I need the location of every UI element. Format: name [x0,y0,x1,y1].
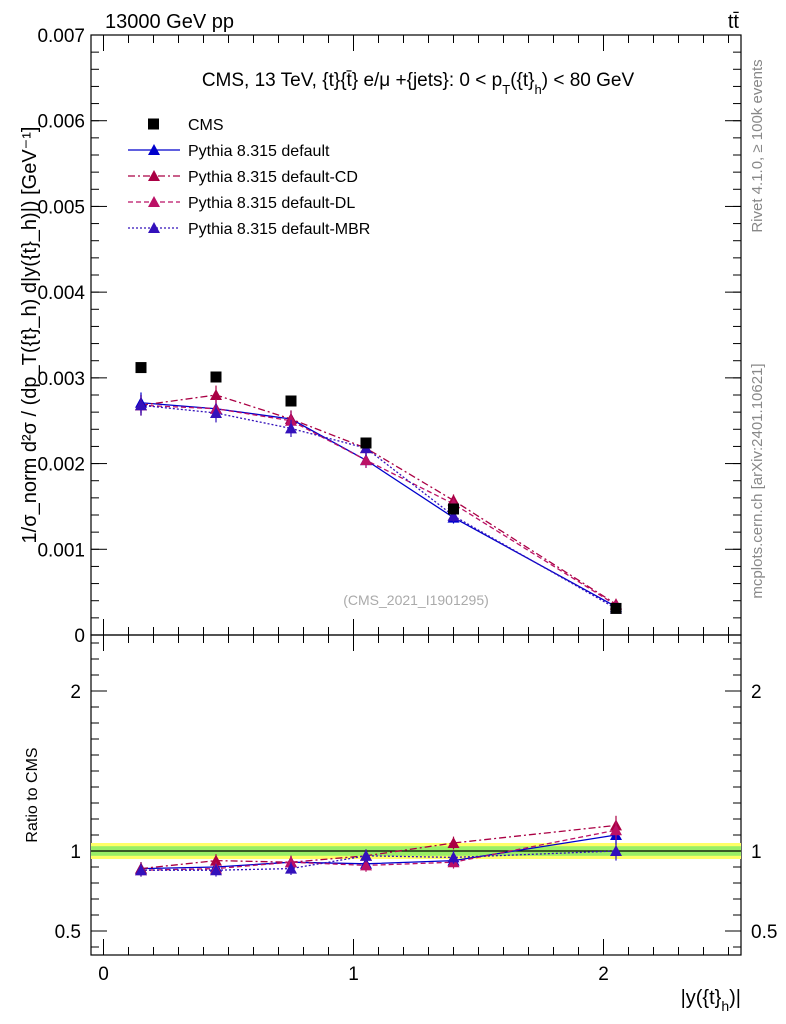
xlabel-sub: h [721,998,729,1014]
xlabel-part: |y({t} [681,987,722,1009]
ratio-y-tick-label-right: 1 [751,842,762,863]
legend-entry: Pythia 8.315 default-MBR [188,221,370,238]
series-marker-4 [210,407,222,418]
data-marker [610,602,622,614]
legend-marker [148,144,160,155]
ratio-marker-1 [210,854,222,866]
rivet-label: Rivet 4.1.0, ≥ 100k events [749,59,766,232]
analysis-watermark: (CMS_2021_I1901295) [343,592,489,608]
x-axis-label: |y({t}h)| [681,987,741,1014]
title-part: ) < 80 GeV [542,70,635,91]
series-marker-2 [210,389,222,400]
x-tick-label: 1 [348,964,359,985]
ratio-ylabel: Ratio to CMS [24,747,41,842]
series-line-2 [140,394,617,605]
series-marker-4 [135,399,147,411]
y-tick-label: 0 [74,626,85,647]
plot-title: CMS, 13 TeV, {t}{t̄} e/μ +{jets}: 0 < pT… [202,70,635,97]
data-marker [448,503,459,515]
main-y-axis-label: 1/σ_norm d²σ / (dp_T({t}_h) d|y({t}_h)|)… [19,127,41,544]
x-tick-label: 0 [98,964,109,985]
legend-marker [148,170,160,181]
legend-entry: Pythia 8.315 default [188,143,330,160]
main-series-lines [140,394,617,609]
ratio-line-3 [141,850,617,871]
ratio-line-1 [140,824,617,870]
ratio-y-tick-label-right: 0.5 [751,922,777,943]
ratio-marker-2 [610,824,622,836]
legend-entry: Pythia 8.315 default-DL [188,195,355,212]
ratio-marker-2 [360,859,372,871]
ratio-marker-2 [285,856,297,868]
legend-marker [148,222,160,233]
mcplots-label: mcplots.cern.ch [arXiv:2401.10621] [749,363,766,598]
x-tick-label: 2 [598,964,609,985]
main-panel: 0 0.001 0.002 0.003 0.004 0.005 0.006 0.007 CMS… [19,26,742,647]
ratio-y-tick-label: 1 [70,842,81,863]
y-tick-label: 0.001 [37,540,85,561]
ratio-marker-3 [610,845,622,856]
legend-entry: CMS [188,117,224,134]
ratio-frame [90,634,742,956]
energy-label: 13000 GeV pp [105,11,234,33]
y-tick-label: 0.007 [37,26,85,47]
legend-entry: Pythia 8.315 default-CD [188,169,358,186]
data-marker [360,437,372,449]
y-tick-label: 0.004 [37,283,85,304]
series-line-4 [140,404,617,609]
ratio-y-tick-label-right: 2 [751,682,762,703]
main-ylabel-text: 1/σ_norm d²σ / (dp_T({t}_h) d|y({t}_h)|)… [19,127,41,544]
data-marker [135,362,147,374]
series-line-1 [140,402,617,608]
main-axis-ticks: 0 0.001 0.002 0.003 0.004 0.005 0.006 0.007 [37,26,741,647]
series-marker-4 [285,422,297,434]
ratio-marker-3 [135,864,147,876]
y-tick-label: 0.002 [37,455,85,476]
data-marker [285,395,297,407]
series-marker-3 [360,454,372,466]
ratio-marker-1 [447,837,460,848]
legend-marker [148,196,160,207]
ratio-panel: 0.5 0.5 1 1 2 2 0 1 2 Ratio to CMS |y({t}h)| [24,634,777,1014]
y-tick-label: 0.003 [37,369,85,390]
ratio-marker-3 [447,851,460,863]
ratio-marker-3 [210,864,222,876]
series-marker-4 [447,509,460,521]
title-sub: T [502,82,510,97]
ratio-marker-3 [285,862,297,874]
y-tick-label: 0.006 [37,112,85,133]
data-marker [210,371,222,383]
ratio-series-points [135,815,622,877]
ratio-marker-3 [360,849,372,861]
ratio-axis-ticks: 0.5 0.5 1 1 2 2 0 1 2 [55,635,777,985]
ratio-y-tick-label: 2 [70,682,81,703]
main-series-points [135,362,622,614]
title-sub: h [535,82,542,97]
title-part: CMS, 13 TeV, {t}{t̄} e/μ +{jets}: 0 < p [202,70,502,91]
legend-marker [148,118,159,130]
title-part: ({t} [510,70,534,91]
xlabel-part: )| [729,987,741,1009]
series-line-3 [140,404,617,606]
process-label: tt̄ [728,11,740,33]
legend: CMS Pythia 8.315 default Pythia 8.315 defa… [128,117,370,238]
ratio-y-tick-label: 0.5 [55,922,81,943]
ratio-series-lines [140,824,617,871]
y-tick-label: 0.005 [37,197,85,218]
